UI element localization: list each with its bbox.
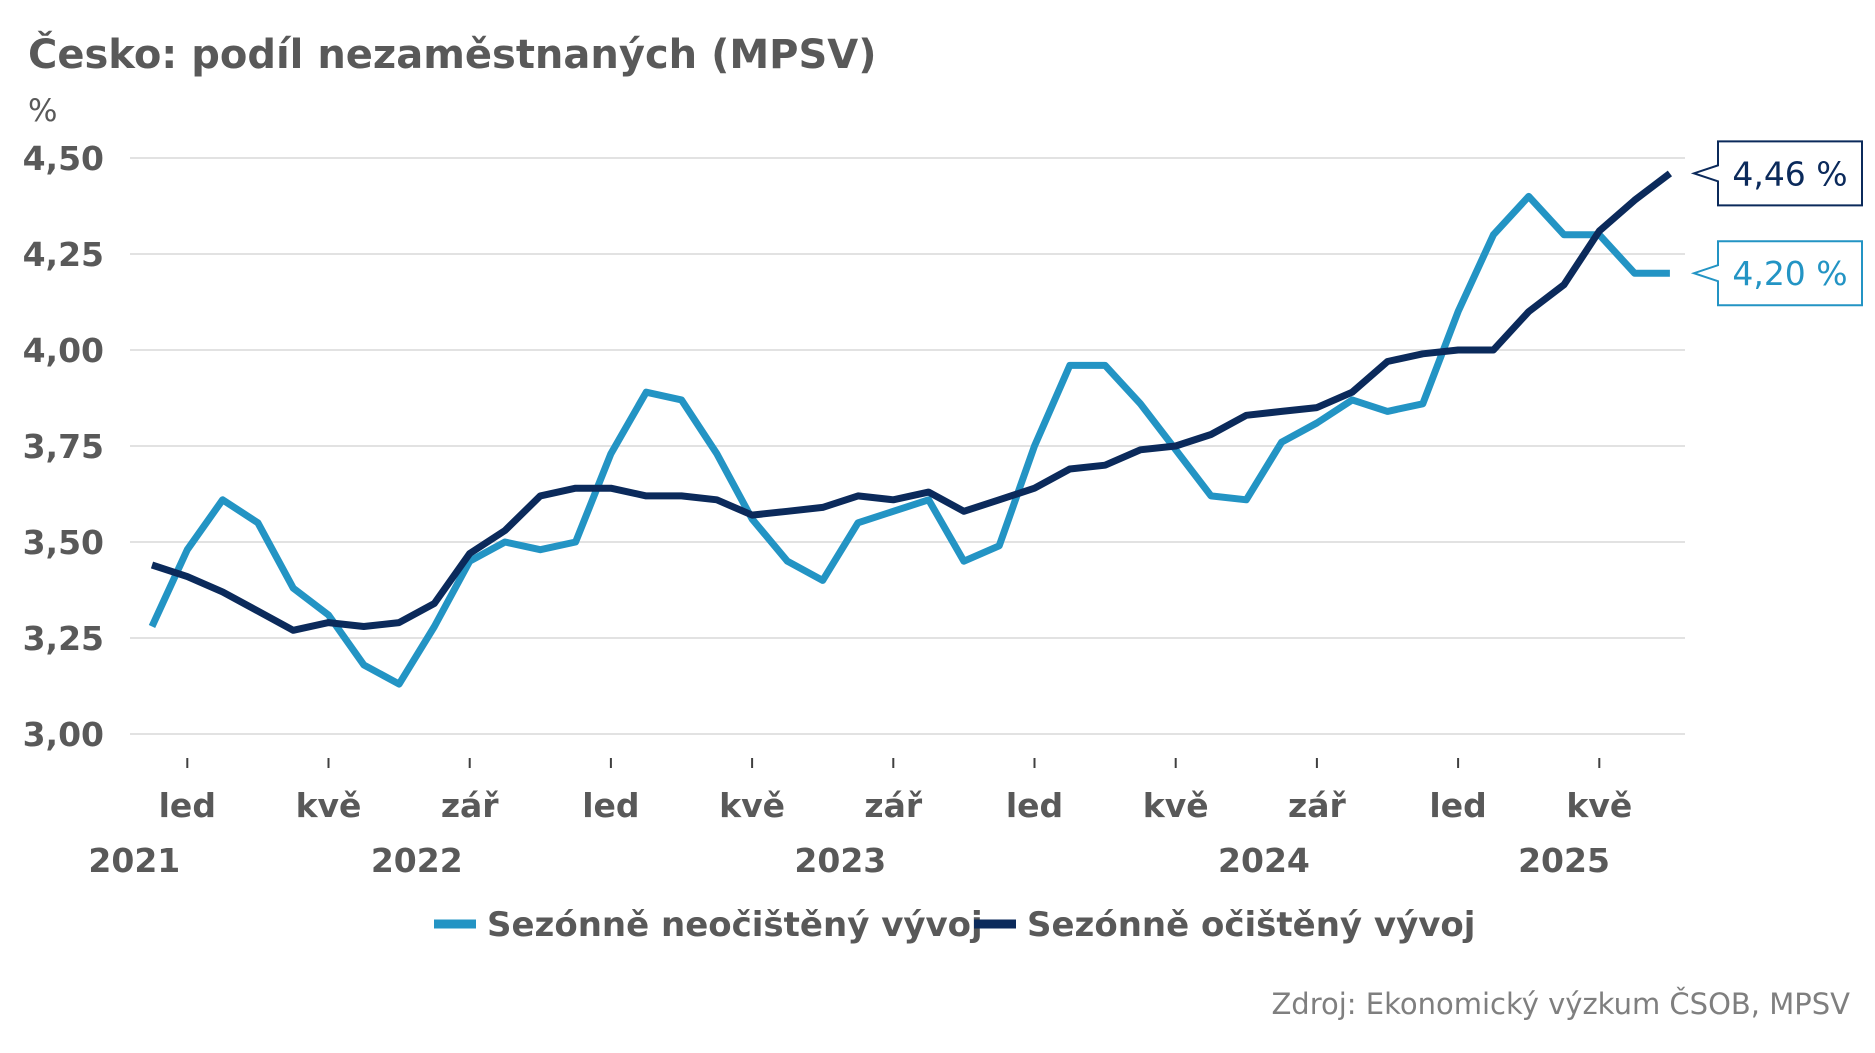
legend-label-unadjusted: Sezónně neočištěný vývoj: [487, 905, 983, 945]
chart-title: Česko: podíl nezaměstnaných (MPSV): [28, 30, 877, 78]
callout-box-unadjusted: [1690, 240, 1863, 307]
x-tick-label: zář: [864, 786, 922, 825]
callout-label-unadjusted: 4,20 %: [1732, 254, 1847, 293]
x-tick-label: kvě: [1566, 786, 1632, 825]
series-line-adjusted: [150, 170, 1673, 634]
source-note: Zdroj: Ekonomický výzkum ČSOB, MPSV: [1271, 987, 1850, 1021]
x-tick-label: led: [1006, 786, 1063, 825]
y-tick-label: 3,50: [23, 523, 104, 562]
x-tick-label: kvě: [719, 786, 785, 825]
y-tick-label: 3,25: [23, 619, 104, 658]
x-tick-label: zář: [1288, 786, 1346, 825]
y-tick-label: 4,50: [23, 139, 104, 178]
x-tick-label: kvě: [296, 786, 362, 825]
y-tick-label: 4,00: [23, 331, 104, 370]
series-lines: [148, 170, 1673, 688]
callout-label-adjusted: 4,46 %: [1732, 154, 1847, 193]
end-value-callouts: 4,46 % 4,20 %: [1690, 140, 1863, 307]
callout-box-adjusted: [1690, 140, 1863, 207]
series-line-unadjusted: [148, 192, 1670, 688]
x-year-label: 2021: [88, 841, 180, 880]
x-tick-label: kvě: [1143, 786, 1209, 825]
x-tick-label: led: [159, 786, 216, 825]
x-tick-label: led: [1429, 786, 1486, 825]
y-tick-label: 3,00: [23, 715, 104, 754]
x-year-label: 2023: [794, 841, 886, 880]
legend: Sezónně neočištěný vývoj Sezónně očištěn…: [434, 905, 1475, 945]
legend-label-adjusted: Sezónně očištěný vývoj: [1027, 905, 1475, 945]
x-tick-label: led: [582, 786, 639, 825]
x-year-label: 2025: [1518, 841, 1610, 880]
y-tick-label: 3,75: [23, 427, 104, 466]
y-tick-label: 4,25: [23, 235, 104, 274]
gridlines: [130, 157, 1685, 735]
x-axis-ticks: led kvě zář led kvě zář led kvě zář led kvě 2021 202…: [88, 758, 1632, 880]
y-axis-unit: %: [28, 93, 57, 129]
x-tick-label: zář: [441, 786, 499, 825]
x-year-label: 2024: [1218, 841, 1310, 880]
x-year-label: 2022: [371, 841, 463, 880]
y-axis-ticks: 3,00 3,25 3,50 3,75 4,00 4,25 4,50: [23, 139, 104, 754]
